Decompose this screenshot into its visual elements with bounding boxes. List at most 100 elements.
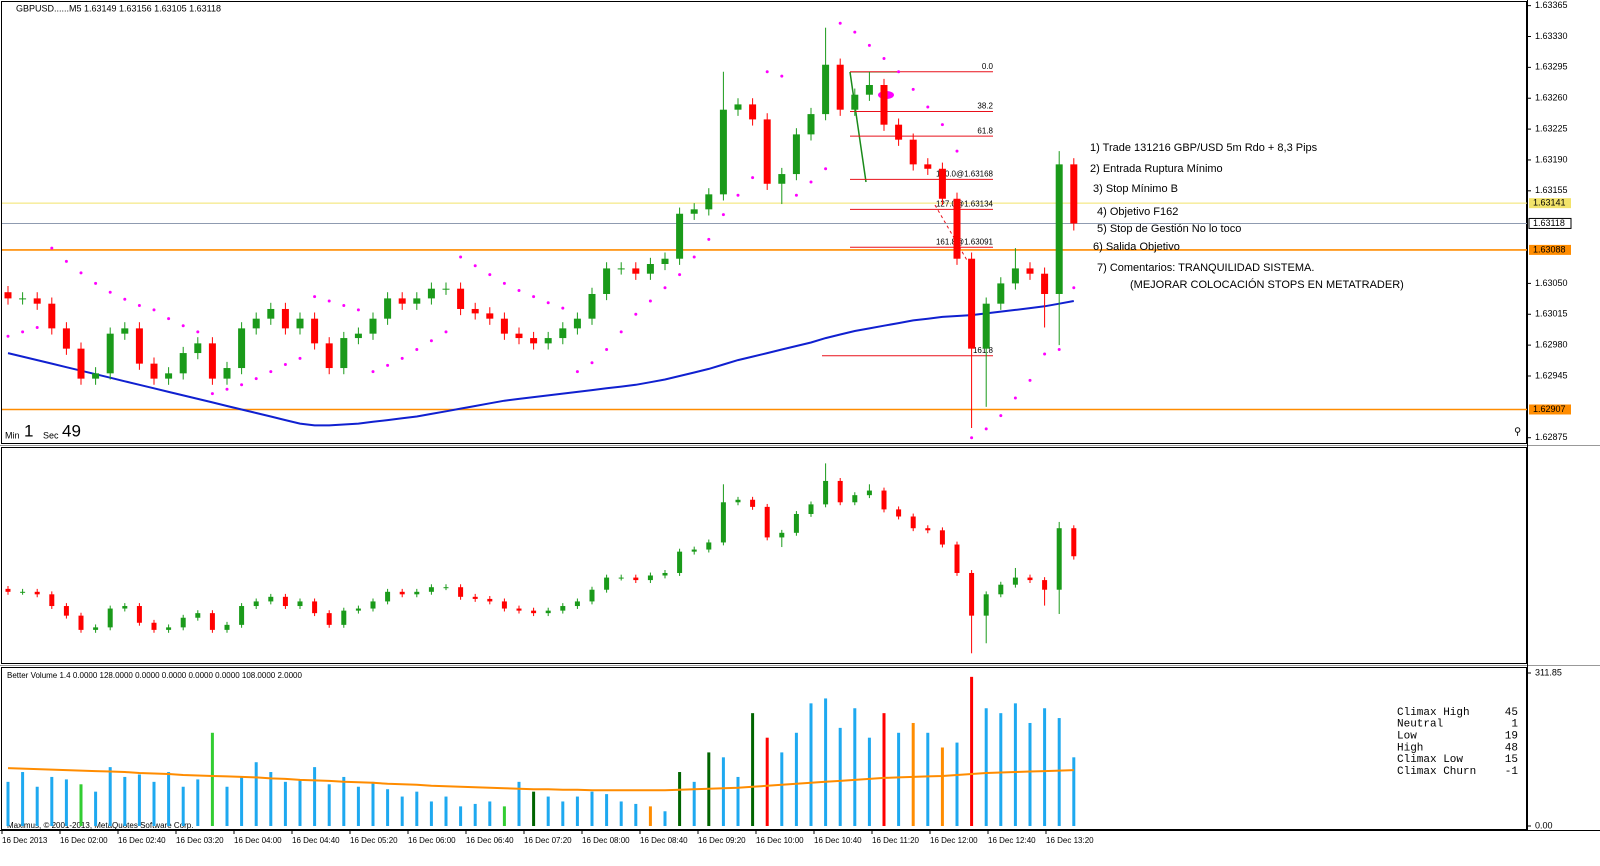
candle-body <box>617 268 625 270</box>
sar-dot <box>590 361 594 365</box>
sar-dot <box>780 74 784 78</box>
candle-body <box>896 509 902 517</box>
candle-body <box>574 601 580 607</box>
volume-bar <box>196 779 200 826</box>
sar-dot <box>21 330 25 334</box>
sar-dot <box>794 193 798 197</box>
candle-body <box>939 530 945 545</box>
icon: ⚲ <box>1514 427 1521 438</box>
price-panel-frame <box>1 1 1527 444</box>
candle-body <box>1026 268 1034 274</box>
candle-body <box>106 333 114 374</box>
sar-dot <box>488 273 492 277</box>
volume-title: Better Volume 1.4 0.0000 128.0000 0.0000… <box>7 671 302 680</box>
volume-bar <box>619 801 623 826</box>
y-tick-label: 1.63190 <box>1535 154 1568 164</box>
y-tick-label: 1.62875 <box>1535 432 1568 442</box>
sar-dot <box>692 255 696 259</box>
x-tick-label: 16 Dec 12:40 <box>988 836 1036 845</box>
candle-body <box>282 596 288 607</box>
candle-body <box>880 85 888 125</box>
legend-label: Climax Churn <box>1397 766 1476 778</box>
candle-body <box>150 363 158 379</box>
sar-dot <box>444 330 448 334</box>
volume-bar <box>152 781 156 826</box>
sar-dot <box>79 271 83 275</box>
x-tick-label: 16 Dec 12:00 <box>930 836 978 845</box>
candle-body <box>135 328 143 364</box>
candle-body <box>779 532 785 538</box>
candle-body <box>515 333 523 339</box>
volume-bar <box>327 784 331 826</box>
sar-dot <box>721 213 725 217</box>
sar-dot <box>634 312 638 316</box>
moving-average <box>7 300 1074 427</box>
candle-body <box>544 338 552 344</box>
candle-body <box>122 606 128 609</box>
candle-body <box>238 328 246 369</box>
sar-dot <box>269 370 273 374</box>
fib-label: 100.0@1.63168 <box>936 169 994 178</box>
legend-value: 15 <box>1505 754 1518 766</box>
y-tick-label: 1.63365 <box>1535 0 1568 10</box>
candle-body <box>165 373 173 379</box>
candle-body <box>136 606 142 623</box>
candle-body <box>34 591 40 595</box>
annotation: 3) Stop Mínimo B <box>1093 183 1178 195</box>
volume-bar <box>634 803 638 826</box>
candle-body <box>281 308 289 329</box>
candle-body <box>953 198 961 259</box>
candle-body <box>78 615 84 630</box>
volume-bar <box>897 732 901 826</box>
candle-body <box>486 313 494 319</box>
sar-dot <box>1013 396 1017 400</box>
candle-body <box>968 258 976 349</box>
x-tick-label: 16 Dec 07:20 <box>524 836 572 845</box>
timer-min: 1 <box>24 421 33 440</box>
candle-body <box>151 622 157 630</box>
candle-body <box>633 577 639 581</box>
candle-body <box>705 194 713 210</box>
y-tick-label: 1.63155 <box>1535 185 1568 195</box>
volume-bar <box>342 776 346 826</box>
legend-label: Neutral <box>1397 719 1443 731</box>
y-tick-label: 1.62980 <box>1535 339 1568 349</box>
candle-body <box>807 114 815 135</box>
volume-bar <box>21 772 25 826</box>
timer-sec-label: Sec <box>43 430 59 440</box>
candle-body <box>661 258 669 265</box>
candle-body <box>837 480 843 503</box>
y-tick-label: 1.63050 <box>1535 278 1568 288</box>
sar-dot <box>970 436 974 440</box>
candle-body <box>763 119 771 184</box>
candle-body <box>413 298 421 304</box>
fib-label: 38.2 <box>977 102 993 111</box>
candle-body <box>588 293 596 319</box>
candle-body <box>720 502 726 543</box>
volume-bar <box>1028 722 1032 826</box>
sar-dot <box>473 264 477 268</box>
volume-bar <box>123 776 127 826</box>
symbol-header: GBPUSD......M5 1.63149 1.63156 1.63105 1… <box>16 3 221 13</box>
x-tick-label: 16 Dec 09:20 <box>698 836 746 845</box>
volume-bar <box>561 801 565 826</box>
candle-body <box>501 601 507 609</box>
legend-value: 19 <box>1505 731 1518 743</box>
candle-body <box>749 104 757 120</box>
x-tick-label: 16 Dec 02:00 <box>60 836 108 845</box>
candle-body <box>194 343 202 354</box>
legend-label: Climax Low <box>1397 754 1463 766</box>
candle-body <box>573 318 581 329</box>
candle-body <box>457 288 465 309</box>
volume-bar <box>1043 708 1047 826</box>
y-tick-label: 311.85 <box>1535 667 1562 677</box>
timer-sec: 49 <box>62 421 81 440</box>
x-tick-label: 16 Dec 08:40 <box>640 836 688 845</box>
x-tick-label: 16 Dec 11:20 <box>872 836 920 845</box>
sar-dot <box>210 392 214 396</box>
candle-body <box>516 608 522 611</box>
volume-bar <box>736 776 740 826</box>
candle-body <box>209 613 215 630</box>
sar-dot <box>809 180 813 184</box>
